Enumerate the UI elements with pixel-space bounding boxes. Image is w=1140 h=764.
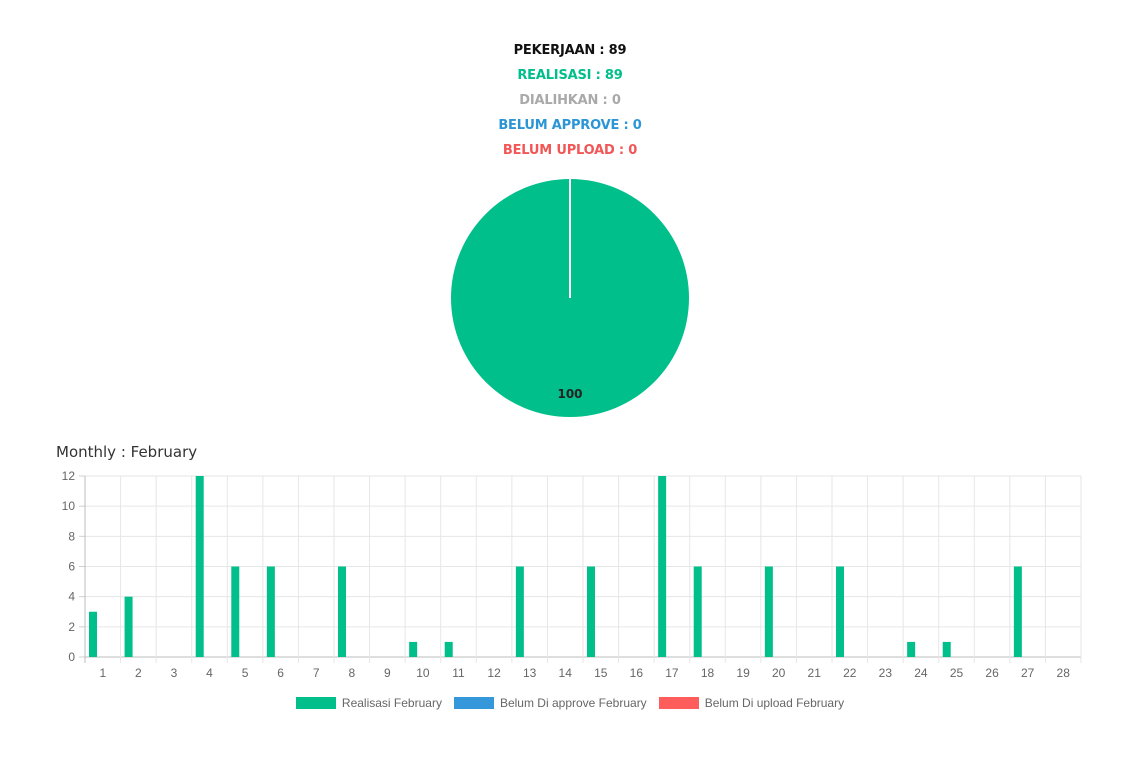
- x-tick-label: 6: [277, 666, 284, 680]
- legend-swatch-realisasi: [295, 697, 336, 709]
- bar-realisasi-february-22[interactable]: [836, 566, 844, 658]
- x-tick-label: 5: [242, 666, 249, 680]
- monthly-title: Monthly : February: [56, 443, 198, 461]
- stat-realisasi: REALISASI : 89: [517, 68, 623, 83]
- bar-realisasi-february-24[interactable]: [907, 641, 916, 657]
- x-tick-label: 13: [523, 666, 537, 680]
- stat-dialihkan: DIALIHKAN : 0: [519, 93, 621, 108]
- bar-realisasi-february-2[interactable]: [124, 596, 133, 657]
- y-tick-label: 0: [68, 650, 75, 664]
- chart-legend: Realisasi February Belum Di approve Febr…: [0, 696, 1140, 710]
- y-tick-label: 8: [68, 529, 75, 543]
- legend-swatch-belum-upload: [658, 697, 699, 709]
- pie-data-label: 100: [557, 387, 582, 401]
- x-tick-label: 22: [843, 666, 857, 680]
- x-tick-label: 17: [665, 666, 679, 680]
- bar-realisasi-february-13[interactable]: [515, 566, 524, 658]
- legend-swatch-belum-approve: [453, 697, 494, 709]
- bar-chart: 0 2 4 6 8 10 12 1 2 3 4 5 6 7 8 9 10 11 12 13 14 15 16 17 18 19 20…: [0, 465, 1140, 725]
- legend-label-belum-upload: Belum Di upload February: [704, 696, 845, 710]
- bar-realisasi-february-17[interactable]: [658, 476, 667, 657]
- x-tick-label: 16: [630, 666, 644, 680]
- legend-item-realisasi[interactable]: Realisasi February: [295, 696, 442, 710]
- bar-realisasi-february-10[interactable]: [409, 641, 418, 657]
- x-tick-label: 1: [99, 666, 106, 680]
- bar-realisasi-february-6[interactable]: [266, 566, 275, 658]
- x-tick-label: 20: [772, 666, 786, 680]
- stat-belum-approve: BELUM APPROVE : 0: [498, 118, 642, 133]
- pie-chart: 100: [440, 170, 700, 430]
- legend-label-realisasi: Realisasi February: [341, 696, 442, 710]
- x-tick-label: 12: [487, 666, 501, 680]
- y-tick-label: 2: [68, 620, 75, 634]
- bar-realisasi-february-8[interactable]: [338, 566, 346, 658]
- x-tick-label: 28: [1057, 666, 1071, 680]
- bar-realisasi-february-25[interactable]: [942, 641, 951, 657]
- x-tick-label: 19: [736, 666, 750, 680]
- legend-item-belum-upload[interactable]: Belum Di upload February: [658, 696, 845, 710]
- y-tick-label: 4: [68, 590, 75, 604]
- x-tick-label: 7: [313, 666, 320, 680]
- bar-realisasi-february-1[interactable]: [89, 611, 97, 657]
- legend-label-belum-approve: Belum Di approve February: [499, 696, 647, 710]
- bar-realisasi-february-27[interactable]: [1013, 566, 1022, 658]
- x-tick-label: 21: [808, 666, 822, 680]
- bar-realisasi-february-20[interactable]: [764, 566, 773, 658]
- x-tick-label: 2: [135, 666, 142, 680]
- x-tick-label: 10: [416, 666, 430, 680]
- x-tick-label: 14: [559, 666, 573, 680]
- stat-pekerjaan: PEKERJAAN : 89: [513, 43, 627, 58]
- x-tick-label: 25: [950, 666, 964, 680]
- x-tick-label: 23: [879, 666, 893, 680]
- x-tick-label: 4: [206, 666, 213, 680]
- bar-realisasi-february-15[interactable]: [587, 566, 595, 658]
- x-tick-label: 18: [701, 666, 715, 680]
- legend-item-belum-approve[interactable]: Belum Di approve February: [453, 696, 647, 710]
- bar-realisasi-february-5[interactable]: [231, 566, 240, 658]
- bar-realisasi-february-11[interactable]: [444, 641, 453, 657]
- x-tick-label: 9: [384, 666, 391, 680]
- x-tick-label: 8: [348, 666, 355, 680]
- x-tick-label: 15: [594, 666, 608, 680]
- bar-realisasi-february-18[interactable]: [693, 566, 702, 658]
- y-tick-label: 10: [62, 499, 76, 513]
- y-tick-label: 6: [68, 560, 75, 574]
- stat-belum-upload: BELUM UPLOAD : 0: [502, 143, 638, 158]
- x-tick-label: 26: [985, 666, 999, 680]
- x-tick-label: 3: [171, 666, 178, 680]
- x-tick-label: 11: [452, 666, 465, 680]
- x-tick-label: 27: [1021, 666, 1035, 680]
- bar-realisasi-february-4[interactable]: [195, 476, 204, 657]
- x-tick-label: 24: [914, 666, 928, 680]
- y-tick-label: 12: [62, 469, 76, 483]
